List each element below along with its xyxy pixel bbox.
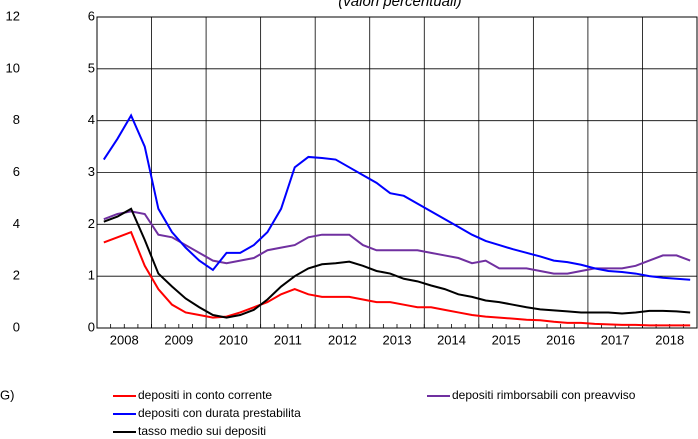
y2-tick-label: 3	[88, 164, 95, 179]
legend-label: depositi con durata prestabilita	[138, 406, 301, 420]
y-tick-label: 8	[13, 112, 20, 127]
series-line	[102, 113, 691, 281]
y-tick-label: 2	[13, 268, 20, 283]
annotation: G)	[0, 387, 14, 402]
x-tick-label: 2018	[655, 332, 684, 347]
y2-tick-label: 1	[88, 268, 95, 283]
y2-tick-label: 4	[88, 112, 95, 127]
x-tick-label: 2013	[383, 332, 412, 347]
series-line	[103, 230, 691, 327]
y-tick-label: 12	[6, 8, 20, 23]
legend-label: depositi in conto corrente	[138, 388, 272, 402]
legend-label: tasso medio sui depositi	[138, 424, 266, 438]
legend-label: depositi rimborsabili con preavviso	[452, 388, 636, 402]
y-tick-label: 6	[13, 164, 20, 179]
x-tick-label: 2009	[164, 332, 193, 347]
x-tick-label: 2012	[328, 332, 357, 347]
y2-tick-label: 2	[88, 216, 95, 231]
y2-tick-label: 0	[88, 319, 95, 334]
x-tick-label: 2010	[219, 332, 248, 347]
y-tick-label: 0	[13, 319, 20, 334]
x-tick-label: 2017	[601, 332, 630, 347]
x-tick-label: 2011	[274, 332, 302, 347]
x-tick-label: 2008	[110, 332, 139, 347]
x-tick-label: 2014	[437, 332, 466, 347]
y-tick-label: 4	[13, 216, 20, 231]
series-line	[103, 207, 691, 319]
chart-title: (valori percentuali)	[338, 0, 461, 10]
series-line	[103, 210, 691, 275]
y2-tick-label: 5	[88, 60, 95, 75]
y-tick-label: 10	[6, 60, 20, 75]
x-tick-label: 2016	[546, 332, 575, 347]
x-tick-label: 2015	[492, 332, 521, 347]
y2-tick-label: 6	[88, 8, 95, 23]
